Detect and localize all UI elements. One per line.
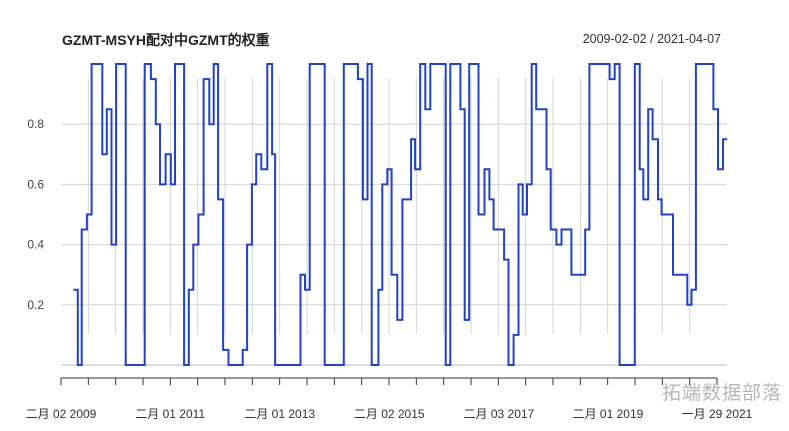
x-tick-label: 一月 29 2021	[682, 407, 753, 421]
y-tick-label: 0.4	[27, 238, 44, 252]
x-tick-label: 二月 03 2017	[464, 407, 535, 421]
date-range-label: 2009-02-02 / 2021-04-07	[582, 32, 721, 46]
y-tick-label: 0.2	[27, 298, 44, 312]
y-tick-label: 0.8	[27, 117, 44, 131]
x-tick-label: 二月 02 2015	[354, 407, 425, 421]
x-tick-label: 二月 02 2009	[26, 407, 97, 421]
y-tick-label: 0.6	[27, 177, 44, 191]
x-tick-label: 二月 01 2019	[573, 407, 644, 421]
x-tick-label: 二月 01 2011	[135, 407, 205, 421]
x-tick-label: 二月 01 2013	[244, 407, 315, 421]
watermark: 拓端数据部落	[662, 383, 783, 404]
chart-title: GZMT-MSYH配对中GZMT的权重	[62, 32, 270, 48]
weight-series-line	[73, 63, 728, 366]
